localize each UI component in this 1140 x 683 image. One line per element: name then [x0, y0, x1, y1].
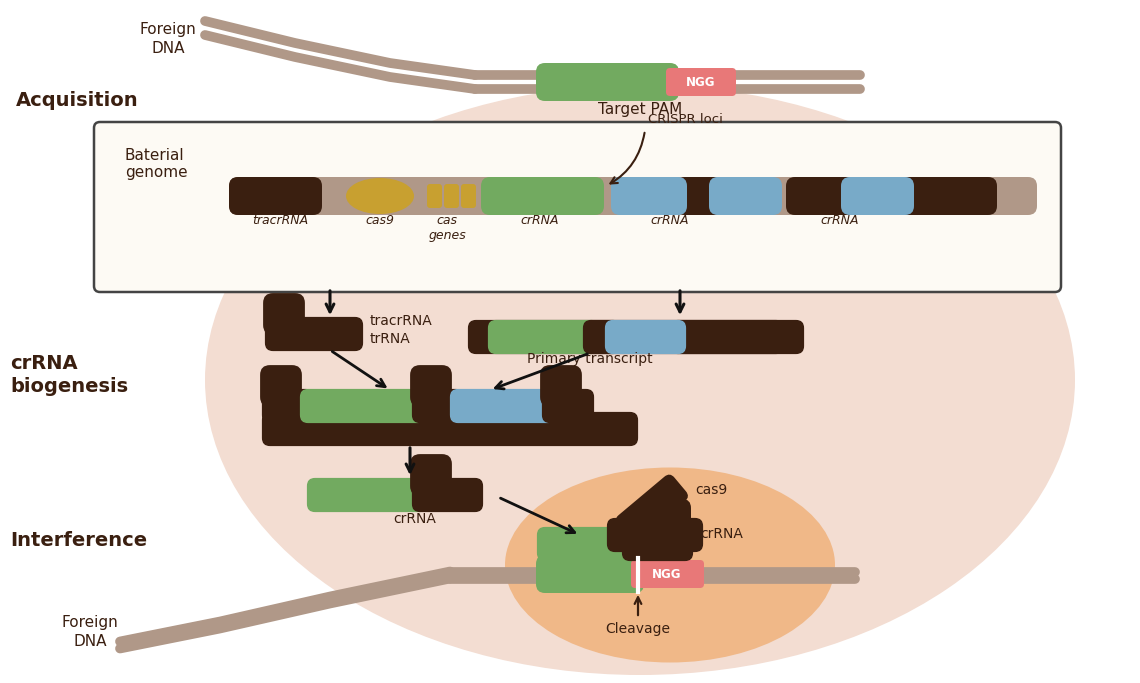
FancyBboxPatch shape: [410, 454, 451, 496]
FancyBboxPatch shape: [481, 177, 604, 215]
Text: Baterial
genome: Baterial genome: [125, 148, 188, 180]
Text: Target PAM: Target PAM: [597, 102, 682, 117]
FancyBboxPatch shape: [467, 320, 804, 354]
FancyBboxPatch shape: [616, 475, 687, 542]
FancyBboxPatch shape: [461, 184, 477, 208]
Ellipse shape: [205, 85, 1075, 675]
Text: Foreign
DNA: Foreign DNA: [139, 22, 196, 55]
FancyBboxPatch shape: [540, 365, 581, 407]
Text: crRNA: crRNA: [821, 214, 860, 227]
FancyBboxPatch shape: [709, 177, 782, 215]
FancyBboxPatch shape: [229, 177, 321, 215]
FancyBboxPatch shape: [542, 389, 594, 423]
Text: cas9: cas9: [366, 214, 394, 227]
FancyBboxPatch shape: [536, 63, 679, 101]
FancyBboxPatch shape: [622, 527, 693, 561]
FancyBboxPatch shape: [264, 317, 364, 351]
FancyBboxPatch shape: [676, 177, 722, 215]
FancyBboxPatch shape: [412, 389, 464, 423]
FancyBboxPatch shape: [300, 389, 426, 423]
Ellipse shape: [505, 467, 834, 663]
FancyBboxPatch shape: [606, 518, 703, 552]
FancyBboxPatch shape: [93, 122, 1061, 292]
FancyBboxPatch shape: [611, 177, 687, 215]
Text: crRNA: crRNA: [700, 527, 743, 541]
FancyBboxPatch shape: [307, 478, 429, 512]
Text: NGG: NGG: [652, 568, 682, 581]
FancyBboxPatch shape: [841, 177, 914, 215]
Text: tracrRNA
trRNA: tracrRNA trRNA: [370, 314, 433, 346]
Text: Interference: Interference: [10, 531, 147, 550]
FancyBboxPatch shape: [412, 478, 483, 512]
Ellipse shape: [347, 178, 414, 214]
Text: cas9: cas9: [695, 483, 727, 497]
Text: Primary transcript: Primary transcript: [527, 352, 653, 366]
FancyBboxPatch shape: [450, 389, 556, 423]
Text: crRNA: crRNA: [521, 214, 560, 227]
FancyBboxPatch shape: [632, 560, 705, 588]
FancyBboxPatch shape: [229, 177, 1037, 215]
Text: Cleavage: Cleavage: [605, 622, 670, 636]
FancyBboxPatch shape: [260, 365, 302, 407]
FancyBboxPatch shape: [488, 320, 600, 354]
FancyBboxPatch shape: [410, 365, 451, 407]
Text: cas
genes: cas genes: [429, 214, 466, 242]
FancyBboxPatch shape: [263, 293, 304, 335]
FancyBboxPatch shape: [785, 177, 860, 215]
FancyBboxPatch shape: [651, 499, 691, 537]
FancyBboxPatch shape: [428, 184, 442, 208]
FancyBboxPatch shape: [899, 177, 998, 215]
Text: crRNA: crRNA: [651, 214, 690, 227]
FancyBboxPatch shape: [605, 320, 686, 354]
Text: CRISPR loci: CRISPR loci: [648, 113, 723, 126]
FancyBboxPatch shape: [666, 68, 736, 96]
FancyBboxPatch shape: [262, 412, 638, 446]
FancyBboxPatch shape: [443, 184, 459, 208]
FancyBboxPatch shape: [537, 527, 638, 561]
Text: tracrRNA: tracrRNA: [252, 214, 308, 227]
FancyBboxPatch shape: [536, 555, 644, 593]
Text: crRNA
biogenesis: crRNA biogenesis: [10, 354, 128, 396]
FancyBboxPatch shape: [670, 320, 784, 354]
Text: crRNA: crRNA: [393, 512, 437, 526]
FancyBboxPatch shape: [583, 320, 621, 354]
FancyBboxPatch shape: [262, 389, 315, 423]
Text: NGG: NGG: [686, 76, 716, 89]
Text: Foreign
DNA: Foreign DNA: [62, 615, 119, 649]
Text: Acquisition: Acquisition: [16, 91, 139, 109]
